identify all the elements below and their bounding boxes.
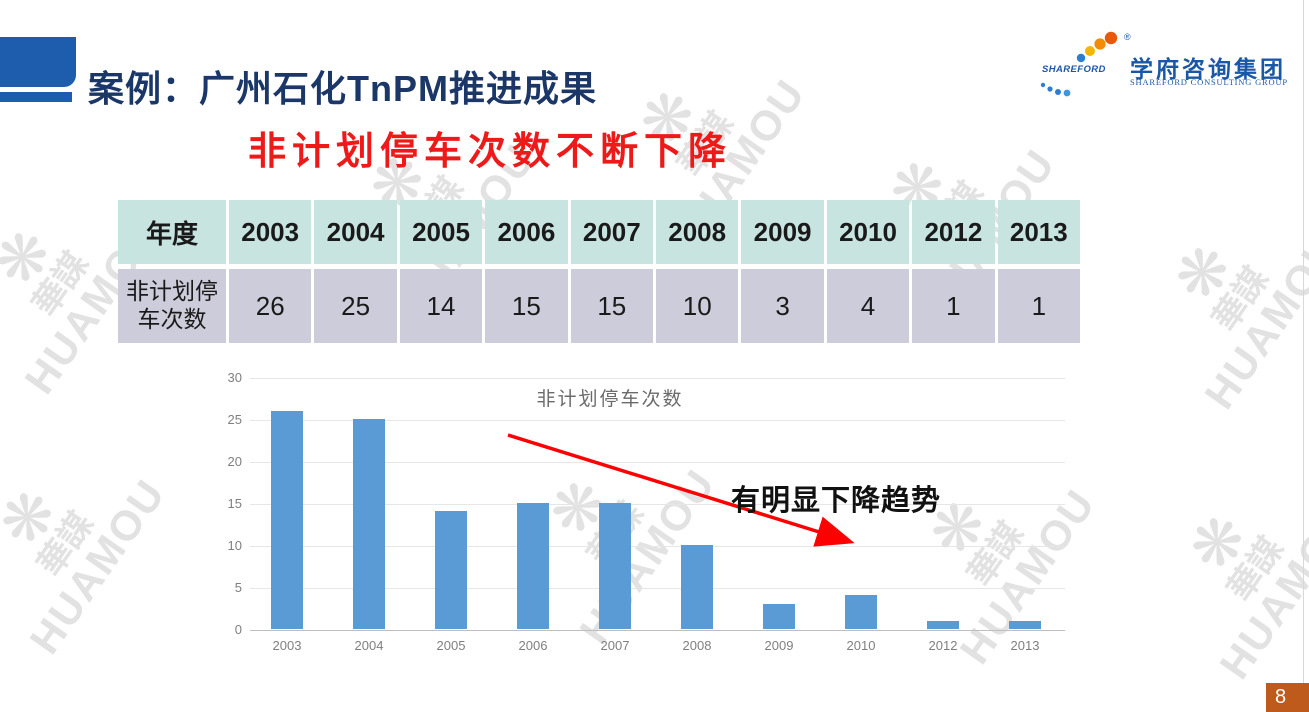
chart-x-tick-label: 2009 <box>764 638 794 653</box>
chart-bar <box>599 503 631 629</box>
results-table: 年度 2003 2004 2005 2006 2007 2008 2009 2010 2012 20… <box>118 200 1080 343</box>
title-accent-bar <box>0 92 72 102</box>
chart-bar <box>845 595 877 629</box>
trend-arrow-icon <box>507 433 855 547</box>
watermark-text: HUAMOU <box>20 470 174 662</box>
chart-gridline <box>250 588 1065 589</box>
chart-bar <box>1009 620 1041 629</box>
table-year-header: 2004 <box>314 200 397 264</box>
table-year-header: 2007 <box>570 200 653 264</box>
table-value-cell: 4 <box>826 269 910 343</box>
table-value-cell: 3 <box>741 269 824 343</box>
table-value-cell: 25 <box>314 269 397 343</box>
chart-x-tick-label: 2004 <box>354 638 384 653</box>
chart-y-tick-label: 25 <box>227 412 242 427</box>
chart-y-tick-label: 0 <box>234 622 242 637</box>
chart-x-tick-label: 2003 <box>272 638 302 653</box>
table-value-cell: 15 <box>570 269 653 343</box>
table-value-cell: 26 <box>229 269 312 343</box>
title-accent-rect <box>0 37 76 87</box>
logo-dots-icon: SHAREFORD ® <box>1040 31 1131 97</box>
table-year-header: 2008 <box>656 200 739 264</box>
chart-x-tick-label: 2008 <box>682 638 712 653</box>
chart-bar <box>353 419 385 629</box>
chart-bar <box>681 545 713 629</box>
page-title: 案例：广州石化TnPM推进成果 <box>88 68 597 110</box>
slide-edge-line <box>1303 0 1304 712</box>
table-year-header: 2005 <box>399 200 483 264</box>
chart-gridline <box>250 630 1065 631</box>
table-row-label: 非计划停 车次数 <box>118 269 226 343</box>
chart-gridline <box>250 462 1065 463</box>
chart-x-tick-label: 2005 <box>436 638 466 653</box>
chart-x-tick-label: 2007 <box>600 638 630 653</box>
chart-x-tick-label: 2010 <box>846 638 876 653</box>
chart-bar <box>517 503 549 629</box>
chart-plot-area <box>250 378 1065 631</box>
table-corner-header: 年度 <box>118 200 226 264</box>
watermark-figure-icon: ❋ <box>1158 230 1249 316</box>
chart-gridline <box>250 378 1065 379</box>
watermark-text: HUAMOU <box>1195 225 1309 417</box>
watermark-figure-icon: ❋ <box>0 215 69 301</box>
chart-gridline <box>250 420 1065 421</box>
watermark-chars: 華謀 <box>31 505 101 583</box>
chart-bar <box>763 603 795 629</box>
chart-bar <box>927 620 959 629</box>
trend-annotation: 有明显下降趋势 <box>731 485 942 517</box>
bar-chart: 非计划停车次数 30 25 20 15 10 5 0 2003 2004 2005 2006 200… <box>200 370 1090 672</box>
table-year-header: 2012 <box>912 200 995 264</box>
watermark-chars: 華謀 <box>1206 260 1276 338</box>
logo-company-name-en: SHAREFORD CONSULTING GROUP <box>1130 77 1288 87</box>
chart-bar <box>271 410 303 629</box>
chart-y-tick-label: 30 <box>227 370 242 385</box>
page-number-badge: 8 <box>1266 683 1309 712</box>
watermark-chars: 華謀 <box>1221 530 1291 608</box>
chart-x-tick-label: 2006 <box>518 638 548 653</box>
table-year-header: 2003 <box>229 200 312 264</box>
logo-company-name-cn: 学府咨询集团 <box>1130 57 1286 82</box>
chart-x-tick-label: 2012 <box>928 638 958 653</box>
chart-title: 非计划停车次数 <box>536 389 684 410</box>
chart-bar <box>435 511 467 629</box>
watermark-text: HUAMOU <box>1210 495 1309 687</box>
watermark-figure-icon: ❋ <box>1173 500 1264 586</box>
table-row-label-text: 非计划停 车次数 <box>126 278 218 332</box>
chart-y-tick-label: 5 <box>234 580 242 595</box>
chart-gridline <box>250 504 1065 505</box>
chart-y-tick-label: 20 <box>227 454 242 469</box>
table-year-header: 2006 <box>485 200 568 264</box>
chart-y-tick-label: 15 <box>227 496 242 511</box>
company-logo: SHAREFORD ® 学府咨询集团 SHAREFORD CONSULTING … <box>1038 28 1298 104</box>
watermark-figure-icon: ❋ <box>0 475 74 561</box>
table-value-cell: 1 <box>912 269 995 343</box>
section-subtitle: 非计划停车次数不断下降 <box>248 131 733 173</box>
table-year-header: 2013 <box>997 200 1080 264</box>
table-value-cell: 10 <box>656 269 739 343</box>
chart-y-tick-label: 10 <box>227 538 242 553</box>
svg-text:®: ® <box>1124 32 1131 42</box>
table-value-cell: 14 <box>399 269 483 343</box>
chart-gridline <box>250 546 1065 547</box>
table-year-header: 2009 <box>741 200 824 264</box>
watermark-figure-icon: ❋ <box>623 75 714 161</box>
table-value-cell: 1 <box>997 269 1080 343</box>
svg-text:SHAREFORD: SHAREFORD <box>1042 64 1106 75</box>
chart-x-tick-label: 2013 <box>1010 638 1040 653</box>
table-value-cell: 15 <box>485 269 568 343</box>
table-year-header: 2010 <box>826 200 910 264</box>
